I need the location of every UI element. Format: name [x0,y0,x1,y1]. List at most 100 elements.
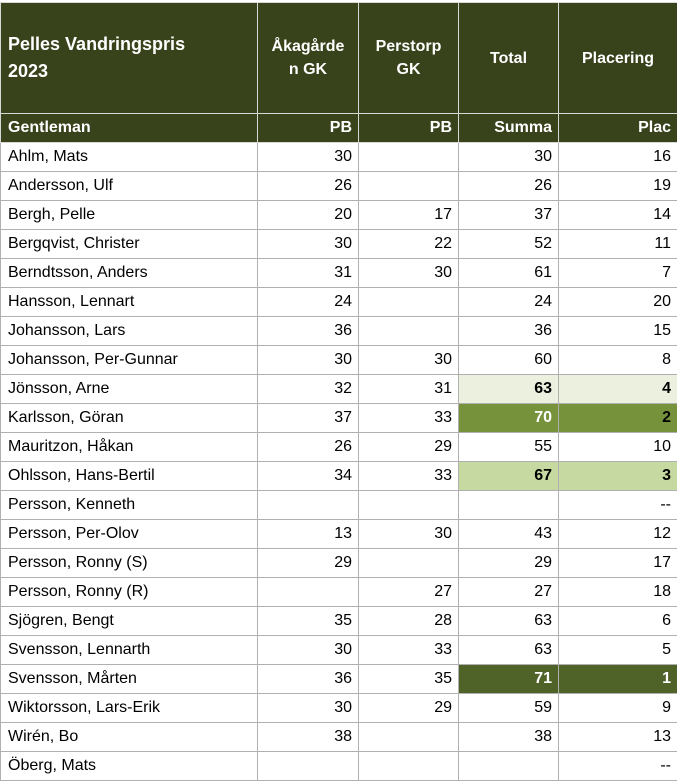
player-name-cell[interactable]: Öberg, Mats [1,752,258,781]
total-cell[interactable]: 55 [459,433,559,462]
placering-cell[interactable]: 7 [559,259,677,288]
score-cell-perstorp[interactable]: 33 [359,636,459,665]
total-cell[interactable]: 24 [459,288,559,317]
placering-cell[interactable]: 2 [559,404,677,433]
score-cell-akagarden[interactable]: 26 [258,172,359,201]
total-cell[interactable]: 43 [459,520,559,549]
player-name-cell[interactable]: Persson, Ronny (R) [1,578,258,607]
score-cell-akagarden[interactable] [258,578,359,607]
player-name-cell[interactable]: Ahlm, Mats [1,143,258,172]
placering-cell[interactable]: 14 [559,201,677,230]
player-name-cell[interactable]: Mauritzon, Håkan [1,433,258,462]
total-cell[interactable]: 61 [459,259,559,288]
score-cell-perstorp[interactable] [359,491,459,520]
placering-cell[interactable]: 3 [559,462,677,491]
total-cell[interactable]: 60 [459,346,559,375]
score-cell-perstorp[interactable]: 27 [359,578,459,607]
score-cell-perstorp[interactable]: 29 [359,433,459,462]
score-cell-akagarden[interactable]: 32 [258,375,359,404]
score-cell-akagarden[interactable]: 37 [258,404,359,433]
placering-cell[interactable]: 19 [559,172,677,201]
total-cell[interactable]: 71 [459,665,559,694]
total-cell[interactable]: 63 [459,375,559,404]
score-cell-akagarden[interactable]: 24 [258,288,359,317]
total-cell[interactable]: 30 [459,143,559,172]
total-cell[interactable]: 63 [459,636,559,665]
score-cell-akagarden[interactable]: 36 [258,665,359,694]
page-title[interactable]: Pelles Vandringspris 2023 [1,3,258,114]
score-cell-perstorp[interactable]: 33 [359,404,459,433]
placering-cell[interactable]: 16 [559,143,677,172]
total-cell[interactable]: 26 [459,172,559,201]
total-cell[interactable]: 29 [459,549,559,578]
total-cell[interactable]: 36 [459,317,559,346]
score-cell-perstorp[interactable]: 31 [359,375,459,404]
score-cell-perstorp[interactable]: 33 [359,462,459,491]
placering-cell[interactable]: 18 [559,578,677,607]
subheader-summa[interactable]: Summa [459,114,559,143]
player-name-cell[interactable]: Karlsson, Göran [1,404,258,433]
column-header-placering[interactable]: Placering [559,3,677,114]
placering-cell[interactable]: 15 [559,317,677,346]
total-cell[interactable] [459,752,559,781]
score-cell-akagarden[interactable]: 13 [258,520,359,549]
placering-cell[interactable]: 6 [559,607,677,636]
score-cell-perstorp[interactable]: 29 [359,694,459,723]
placering-cell[interactable]: -- [559,752,677,781]
score-cell-akagarden[interactable]: 30 [258,143,359,172]
score-cell-akagarden[interactable]: 38 [258,723,359,752]
score-cell-akagarden[interactable]: 30 [258,636,359,665]
score-cell-akagarden[interactable]: 30 [258,694,359,723]
placering-cell[interactable]: 8 [559,346,677,375]
player-name-cell[interactable]: Persson, Per-Olov [1,520,258,549]
score-cell-perstorp[interactable] [359,752,459,781]
score-cell-perstorp[interactable] [359,549,459,578]
placering-cell[interactable]: 10 [559,433,677,462]
score-cell-perstorp[interactable] [359,288,459,317]
score-cell-perstorp[interactable]: 17 [359,201,459,230]
placering-cell[interactable]: 12 [559,520,677,549]
player-name-cell[interactable]: Wiktorsson, Lars-Erik [1,694,258,723]
subheader-pb-akagarden[interactable]: PB [258,114,359,143]
total-cell[interactable] [459,491,559,520]
score-cell-perstorp[interactable] [359,172,459,201]
player-name-cell[interactable]: Wirén, Bo [1,723,258,752]
placering-cell[interactable]: 11 [559,230,677,259]
placering-cell[interactable]: 5 [559,636,677,665]
player-name-cell[interactable]: Bergqvist, Christer [1,230,258,259]
score-cell-akagarden[interactable]: 30 [258,346,359,375]
score-cell-perstorp[interactable]: 22 [359,230,459,259]
player-name-cell[interactable]: Johansson, Lars [1,317,258,346]
score-cell-perstorp[interactable] [359,143,459,172]
player-name-cell[interactable]: Bergh, Pelle [1,201,258,230]
player-name-cell[interactable]: Persson, Ronny (S) [1,549,258,578]
score-cell-perstorp[interactable]: 28 [359,607,459,636]
score-cell-perstorp[interactable]: 30 [359,346,459,375]
total-cell[interactable]: 52 [459,230,559,259]
placering-cell[interactable]: 9 [559,694,677,723]
player-name-cell[interactable]: Persson, Kenneth [1,491,258,520]
player-name-cell[interactable]: Ohlsson, Hans-Bertil [1,462,258,491]
total-cell[interactable]: 63 [459,607,559,636]
placering-cell[interactable]: 13 [559,723,677,752]
total-cell[interactable]: 37 [459,201,559,230]
score-cell-perstorp[interactable] [359,317,459,346]
player-name-cell[interactable]: Johansson, Per-Gunnar [1,346,258,375]
score-cell-akagarden[interactable]: 36 [258,317,359,346]
player-name-cell[interactable]: Sjögren, Bengt [1,607,258,636]
score-cell-akagarden[interactable]: 26 [258,433,359,462]
score-cell-akagarden[interactable]: 20 [258,201,359,230]
player-name-cell[interactable]: Jönsson, Arne [1,375,258,404]
score-cell-akagarden[interactable] [258,491,359,520]
score-cell-akagarden[interactable]: 30 [258,230,359,259]
placering-cell[interactable]: 1 [559,665,677,694]
player-name-cell[interactable]: Berndtsson, Anders [1,259,258,288]
score-cell-perstorp[interactable] [359,723,459,752]
player-name-cell[interactable]: Svensson, Lennarth [1,636,258,665]
player-name-cell[interactable]: Svensson, Mårten [1,665,258,694]
subheader-plac[interactable]: Plac [559,114,677,143]
total-cell[interactable]: 27 [459,578,559,607]
total-cell[interactable]: 38 [459,723,559,752]
column-header-total[interactable]: Total [459,3,559,114]
score-cell-akagarden[interactable] [258,752,359,781]
